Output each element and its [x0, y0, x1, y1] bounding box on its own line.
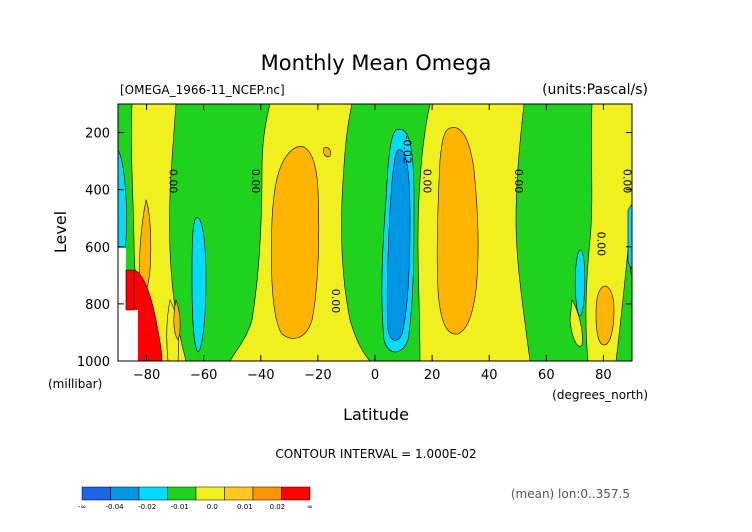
y-axis: 200 400 600 800 1000: [77, 127, 632, 370]
x-axis-label: Latitude: [343, 405, 409, 424]
cyan-region: [191, 217, 207, 353]
contour-label: 0.00: [249, 169, 262, 194]
legend-swatch: [167, 486, 197, 501]
legend-label: -0.02: [138, 503, 156, 511]
missing-data-area: [118, 248, 126, 361]
blue-region: [386, 149, 411, 341]
legend-label: -0.01: [171, 503, 189, 511]
legend-label: -∞: [78, 503, 86, 511]
file-label: [OMEGA_1966-11_NCEP.nc]: [120, 83, 285, 97]
x-tick-label: 80: [595, 368, 612, 383]
contour-plot: [118, 104, 632, 361]
x-tick-label: −40: [247, 368, 274, 383]
legend-label: 0.01: [237, 503, 253, 511]
x-tick-label: 0: [371, 368, 379, 383]
color-legend: -∞ -0.04 -0.02 -0.01 0.0 0.01 0.02 ∞: [78, 486, 313, 511]
cyan-region: [574, 249, 586, 317]
missing-data-area: [118, 310, 138, 361]
x-tick-label: −60: [190, 368, 217, 383]
y-tick-label: 200: [85, 127, 110, 142]
orange-region: [595, 285, 615, 346]
red-region: [125, 269, 135, 311]
contour-label: 0.00: [512, 169, 525, 194]
orange-region: [436, 127, 479, 335]
legend-label: -0.04: [106, 503, 125, 511]
legend-swatch: [224, 486, 254, 501]
yellow-region: [569, 299, 583, 347]
chart-title: Monthly Mean Omega: [261, 51, 492, 75]
x-tick-label: 60: [538, 368, 555, 383]
contour-interval-text: CONTOUR INTERVAL = 1.000E-02: [275, 447, 476, 461]
contour-label: 0.00: [595, 232, 608, 257]
contour-label: 0.00: [421, 169, 434, 194]
legend-label: 0.0: [207, 503, 218, 511]
contour-labels: 0.00 0.00 0.00 -0.02 0.00 0.00 0.00 0.00: [166, 135, 633, 313]
legend-swatch: [195, 486, 225, 501]
contour-label: -0.02: [401, 135, 414, 163]
legend-swatch: [110, 486, 140, 501]
legend-swatch: [281, 486, 311, 501]
x-tick-label: −20: [304, 368, 331, 383]
x-axis: −80 −60 −40 −20 0 20 40 60 80: [133, 104, 612, 383]
mean-text: (mean) lon:0..357.5: [511, 487, 630, 501]
legend-label: 0.02: [270, 503, 286, 511]
y-tick-label: 800: [85, 298, 110, 313]
y-axis-units: (millibar): [48, 377, 102, 391]
y-tick-label: 400: [85, 184, 110, 199]
contour-label: 0.00: [620, 169, 633, 194]
legend-swatch: [81, 486, 111, 501]
y-axis-label: Level: [51, 211, 70, 253]
x-tick-label: 20: [424, 368, 441, 383]
legend-label: ∞: [307, 503, 313, 511]
x-axis-units: (degrees_north): [552, 388, 648, 402]
contour-label: 0.00: [329, 289, 342, 314]
contour-label: 0.00: [166, 169, 179, 194]
y-tick-label: 600: [85, 241, 110, 256]
x-tick-label: −80: [133, 368, 160, 383]
x-tick-label: 40: [481, 368, 498, 383]
legend-swatch: [138, 486, 168, 501]
orange-region: [323, 147, 331, 157]
units-label: (units:Pascal/s): [542, 82, 648, 98]
y-tick-label: 1000: [77, 355, 110, 370]
legend-swatch: [252, 486, 282, 501]
orange-region: [271, 146, 320, 339]
cyan-region: [627, 203, 632, 271]
orange-region: [173, 298, 181, 341]
